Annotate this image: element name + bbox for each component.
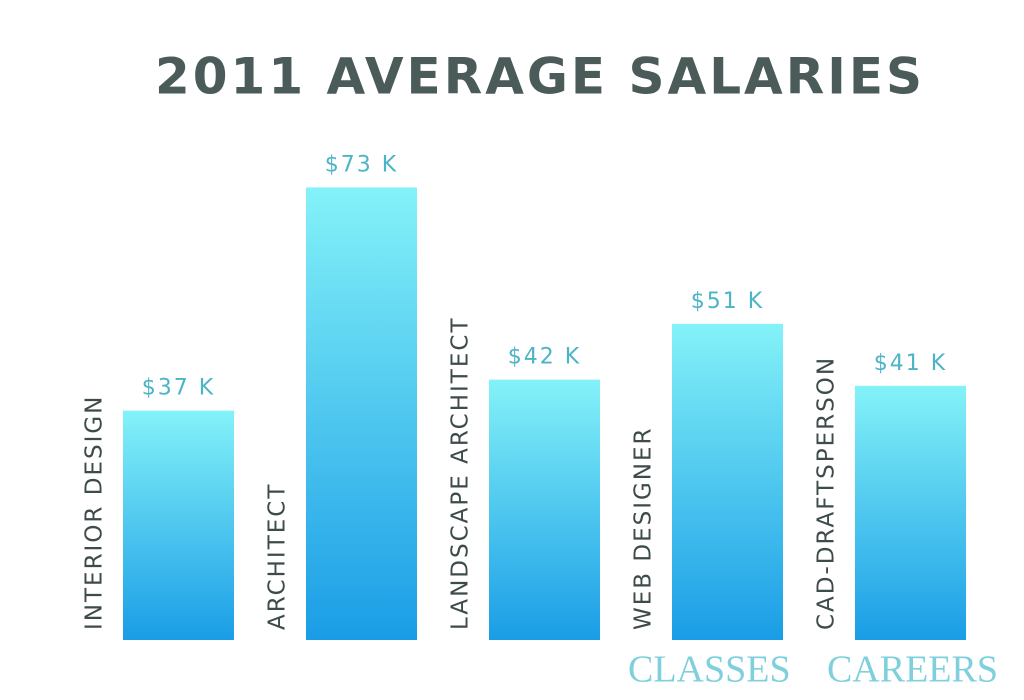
bar: [489, 379, 600, 640]
value-label: $51 K: [691, 289, 764, 314]
bar: [306, 187, 417, 640]
category-label: CAD-DRAFTSPERSON: [814, 356, 840, 630]
source-left: CLASSES: [628, 649, 791, 691]
chart-title: 2011 AVERAGE SALARIES: [155, 48, 925, 106]
category-label: WEB DESIGNER: [631, 426, 657, 630]
category-label: ARCHITECT: [265, 483, 291, 630]
source-right: CAREERS: [827, 649, 998, 691]
bar: [123, 410, 234, 640]
category-label: LANDSCAPE ARCHITECT: [448, 317, 474, 631]
bar: [855, 385, 966, 640]
value-label: $41 K: [874, 351, 947, 376]
value-label: $73 K: [325, 152, 398, 177]
value-label: $37 K: [142, 376, 215, 401]
bar: [672, 323, 783, 640]
category-label: INTERIOR DESIGN: [82, 395, 108, 630]
value-label: $42 K: [508, 345, 581, 370]
